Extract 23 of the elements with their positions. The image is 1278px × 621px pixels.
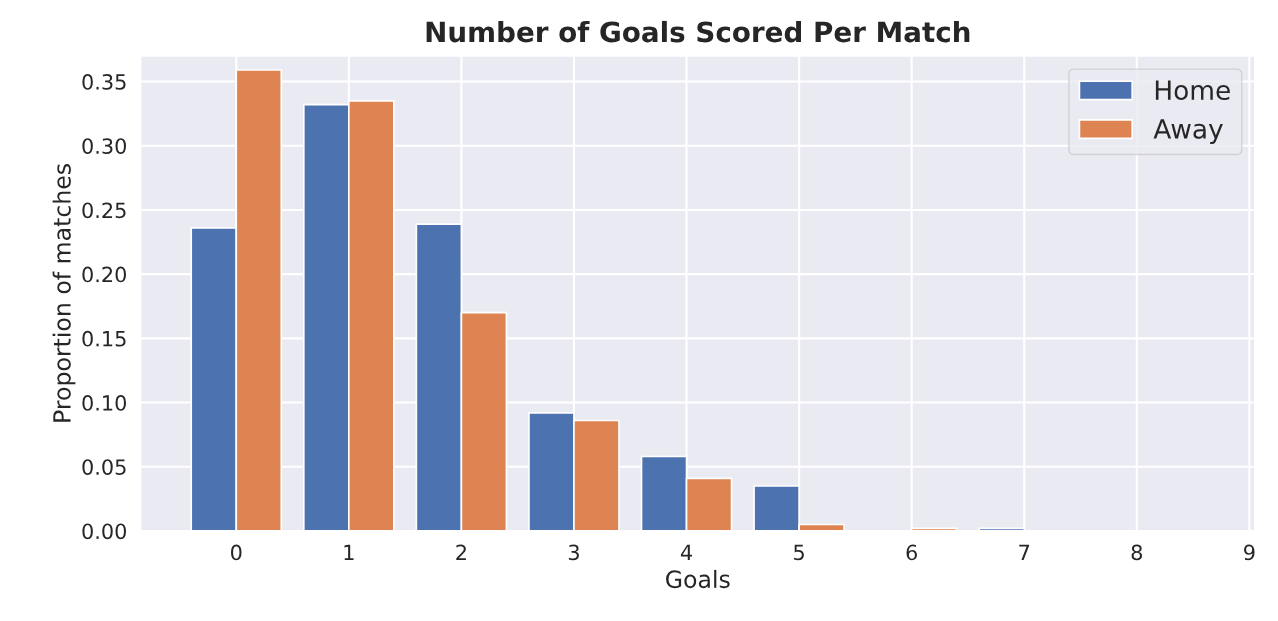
- x-tick-label: 9: [1244, 544, 1255, 561]
- x-tick-label: 4: [680, 544, 692, 560]
- y-axis-title: Proportion of matches: [52, 164, 76, 422]
- y-tick-label: 0.35: [82, 74, 126, 90]
- x-tick-label: 1: [344, 544, 354, 560]
- y-tick-label: 0.15: [82, 330, 126, 347]
- x-tick-label: 6: [906, 544, 917, 561]
- x-tick-label: 8: [1131, 544, 1142, 561]
- x-tick-label: 2: [456, 544, 466, 560]
- y-tick-label: 0.25: [82, 202, 126, 219]
- x-axis-title: Goals: [666, 569, 730, 589]
- legend-label: Away: [1153, 119, 1223, 144]
- legend-label: Home: [1155, 80, 1230, 101]
- y-tick-label: 0.00: [82, 523, 126, 540]
- x-tick-label: 7: [1019, 544, 1030, 560]
- y-tick-label: 0.10: [82, 395, 126, 411]
- y-tick-label: 0.30: [82, 138, 126, 154]
- x-tick-label: 5: [794, 544, 804, 561]
- x-tick-label: 3: [568, 544, 579, 561]
- chart-title: Number of Goals Scored Per Match: [426, 20, 970, 43]
- y-tick-label: 0.20: [82, 266, 126, 283]
- x-tick-label: 0: [231, 544, 242, 561]
- y-tick-label: 0.05: [82, 459, 126, 475]
